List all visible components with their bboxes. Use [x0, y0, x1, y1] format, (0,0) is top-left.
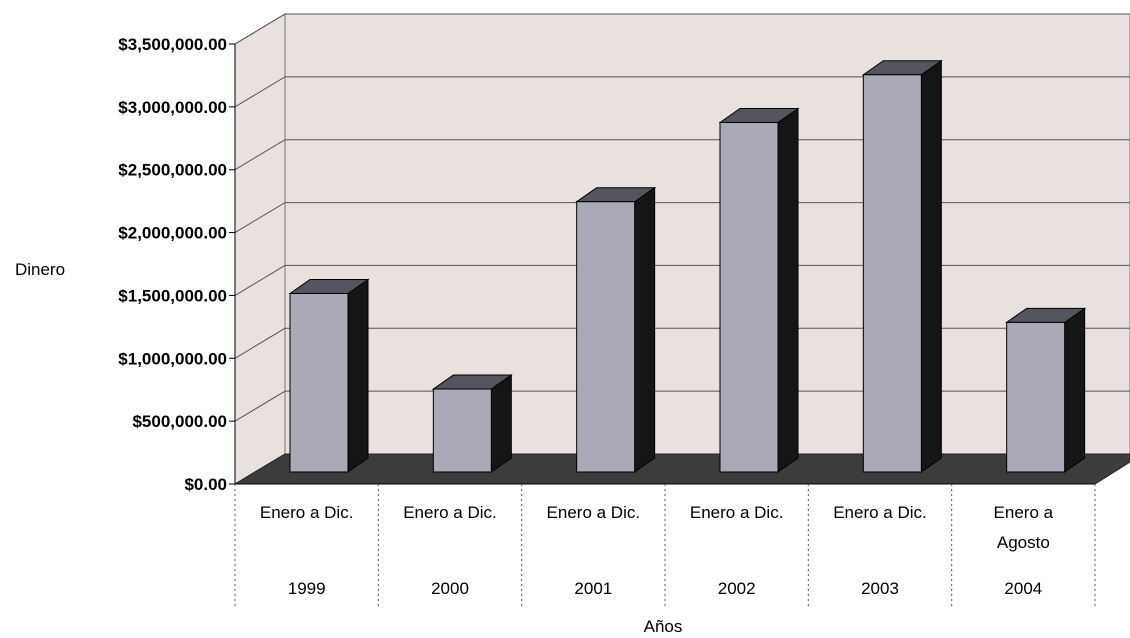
category-period-label: Enero a Dic. — [833, 503, 927, 522]
bar-side — [347, 278, 369, 473]
category-year-label: 2001 — [574, 579, 612, 598]
y-tick-label: $500,000.00 — [132, 412, 227, 431]
bars — [288, 59, 1087, 473]
category-labels: Enero a Dic. 1999 Enero a Dic. 2000 Enero a … — [260, 503, 1054, 598]
category-year-label: 2000 — [431, 579, 469, 598]
y-tick-labels: $0.00 $500,000.00 $1,000,000.00 $1,500,000.… — [118, 35, 227, 494]
chart-floor — [233, 453, 1130, 485]
y-tick-label: $1,500,000.00 — [118, 286, 227, 305]
floor-plane — [233, 453, 1130, 485]
y-tick-label: $3,000,000.00 — [118, 98, 227, 117]
category-year-label: 2003 — [861, 579, 899, 598]
y-axis-title: Dinero — [15, 260, 65, 279]
category-period-label: Enero a Dic. — [690, 503, 784, 522]
back-wall — [284, 13, 1130, 455]
bar-front — [719, 122, 779, 473]
y-tick-label: $0.00 — [184, 475, 227, 494]
bar-side — [634, 186, 656, 473]
category-year-label: 1999 — [288, 579, 326, 598]
bar — [431, 374, 513, 473]
category-period-label: Enero a Dic. — [260, 503, 354, 522]
bar-front — [432, 388, 492, 473]
gridline — [234, 390, 1130, 422]
y-tick-label: $2,000,000.00 — [118, 224, 227, 243]
bar — [575, 186, 657, 473]
bar-front — [289, 292, 349, 473]
bar — [861, 59, 943, 473]
bar-side — [777, 107, 799, 473]
gridline — [234, 327, 1130, 359]
bar-side — [920, 59, 942, 473]
y-tick-label: $1,000,000.00 — [118, 349, 227, 368]
x-axis-title: Años — [644, 617, 683, 636]
category-period-label: Agosto — [997, 533, 1050, 552]
bar-side — [1064, 307, 1086, 473]
y-tick-label: $3,500,000.00 — [118, 35, 227, 54]
gridlines — [234, 13, 1130, 422]
chart-walls — [234, 13, 1130, 485]
bar — [1005, 307, 1087, 473]
gridline — [234, 13, 1130, 45]
category-period-label: Enero a Dic. — [403, 503, 497, 522]
bar-side — [490, 374, 512, 473]
category-period-label: Enero a Dic. — [547, 503, 641, 522]
category-year-label: 2002 — [718, 579, 756, 598]
category-year-label: 2004 — [1004, 579, 1042, 598]
bar-front — [862, 74, 922, 473]
bar — [718, 107, 800, 473]
side-wall — [234, 13, 286, 485]
bar — [288, 278, 370, 473]
y-tick-label: $2,500,000.00 — [118, 161, 227, 180]
bar-front — [1006, 321, 1066, 473]
gridline — [234, 76, 1130, 108]
bar-front — [576, 201, 636, 473]
gridline — [234, 264, 1130, 296]
gridline — [234, 139, 1130, 171]
gridline — [234, 202, 1130, 234]
axes — [229, 43, 1096, 608]
category-period-label: Enero a — [994, 503, 1054, 522]
